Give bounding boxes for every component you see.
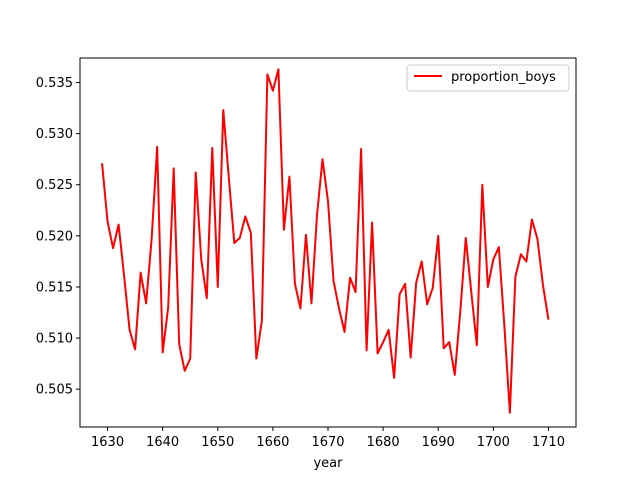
y-tick-label: 0.515 — [36, 280, 73, 295]
legend: proportion_boys — [406, 64, 570, 92]
x-axis: 1630 1640 1650 1660 1670 1680 1690 1700 1710 — [91, 427, 565, 450]
x-tick-label: 1660 — [256, 435, 289, 450]
x-tick-label: 1680 — [367, 435, 400, 450]
x-axis-label: year — [313, 456, 343, 471]
x-tick-label: 1630 — [91, 435, 124, 450]
legend-box — [406, 64, 570, 92]
y-tick-label: 0.505 — [36, 383, 73, 398]
legend-entry-proportion-boys: proportion_boys — [451, 70, 556, 85]
x-tick-label: 1670 — [311, 435, 344, 450]
y-axis: 0.505 0.510 0.515 0.520 0.525 0.530 0.535 — [36, 76, 80, 398]
y-tick-label: 0.525 — [36, 178, 73, 193]
y-tick-label: 0.530 — [36, 127, 73, 142]
y-tick-label: 0.510 — [36, 332, 73, 347]
axes-frame — [79, 57, 577, 428]
x-tick-label: 1650 — [201, 435, 234, 450]
x-tick-label: 1700 — [477, 435, 510, 450]
y-tick-label: 0.535 — [36, 76, 73, 91]
plot-area — [101, 68, 550, 414]
x-tick-label: 1710 — [532, 435, 565, 450]
x-tick-label: 1640 — [146, 435, 179, 450]
series-line-0 — [101, 68, 550, 414]
x-tick-label: 1690 — [422, 435, 455, 450]
y-tick-label: 0.520 — [36, 229, 73, 244]
